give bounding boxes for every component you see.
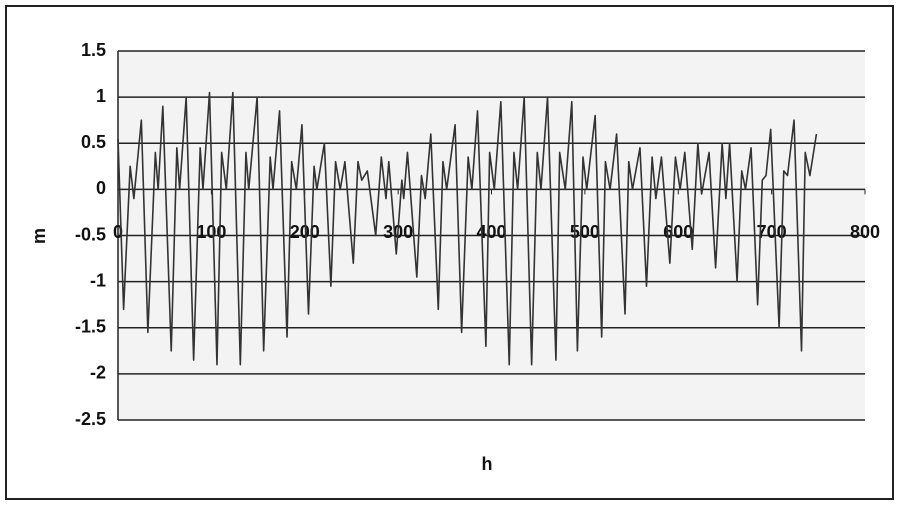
x-tick-label: 700 [757, 222, 787, 242]
x-tick-label: 100 [196, 222, 226, 242]
y-axis-label: m [29, 228, 49, 244]
data-line [117, 91, 818, 366]
y-tick-label: 0 [96, 178, 106, 198]
x-axis-label: h [482, 454, 493, 474]
y-tick-label: -0.5 [75, 224, 106, 244]
x-tick-label: 800 [850, 222, 880, 242]
x-tick-label: 500 [570, 222, 600, 242]
x-tick-label: 400 [476, 222, 506, 242]
y-tick-label: -2 [90, 363, 106, 383]
y-tick-label: -2.5 [75, 409, 106, 429]
y-tick-label: 1 [96, 86, 106, 106]
y-tick-label: -1 [90, 270, 106, 290]
y-tick-label: 1.5 [81, 40, 106, 60]
y-tick-label: 0.5 [81, 132, 106, 152]
x-tick-label: 0 [113, 222, 123, 242]
y-tick-label: -1.5 [75, 317, 106, 337]
